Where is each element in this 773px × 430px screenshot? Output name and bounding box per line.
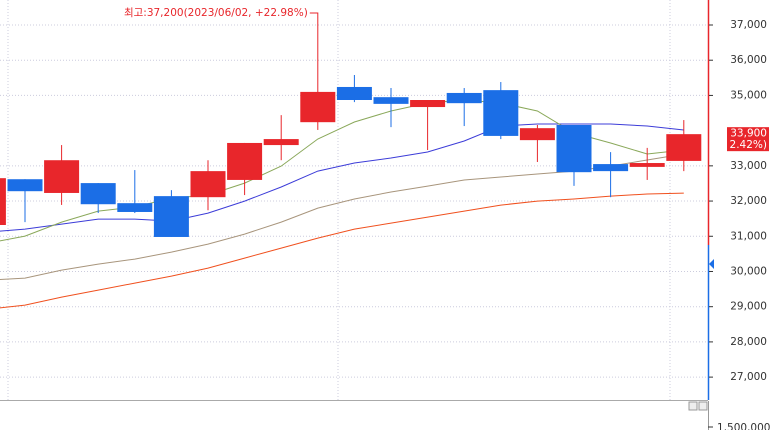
candle-body (556, 125, 592, 173)
candle-body (80, 183, 116, 205)
candle-body (410, 100, 446, 108)
candle-body (44, 160, 80, 193)
pane-button[interactable] (698, 401, 708, 411)
axis-marker (709, 259, 714, 269)
candle-body (227, 142, 263, 180)
candle-body (0, 178, 6, 225)
last-price-box (727, 127, 769, 152)
y-tick-label: 37,000 (730, 19, 767, 31)
y-tick-label: 27,000 (730, 371, 767, 383)
moving-average-line (0, 192, 684, 309)
candle-body (7, 179, 43, 192)
candle-body (666, 134, 702, 161)
y-tick-label: 29,000 (730, 301, 767, 313)
annotation-connector (309, 12, 319, 18)
candle-body (190, 171, 226, 198)
volume-tick-label: 1,500,000 (717, 422, 770, 430)
candle-body (446, 92, 482, 104)
candle-body (300, 91, 336, 123)
y-tick-label: 31,000 (730, 230, 767, 242)
y-tick-label: 28,000 (730, 336, 767, 348)
plot-area (0, 17, 702, 309)
candle-body (629, 163, 665, 167)
candle-body (153, 196, 189, 237)
grid (0, 0, 707, 400)
y-tick-label: 30,000 (730, 265, 767, 277)
y-tick-label: 36,000 (730, 54, 767, 66)
pane-button[interactable] (688, 401, 698, 411)
last-change-label: ( 2.42%) (722, 139, 767, 151)
candle-body (593, 164, 629, 172)
moving-average-line (0, 153, 684, 280)
y-tick-label: 32,000 (730, 195, 767, 207)
candle-body (373, 97, 409, 104)
candle-body (117, 203, 153, 212)
candle-body (483, 90, 519, 136)
candle-body (519, 128, 555, 141)
candle-body (263, 139, 299, 146)
candle-body (336, 86, 372, 100)
y-tick-label: 35,000 (730, 89, 767, 101)
annotation: 최고:37,200(2023/06/02, +22.98%) (124, 7, 308, 19)
y-tick-label: 33,000 (730, 160, 767, 172)
moving-average-line (0, 123, 684, 232)
last-price-label: 33,900 (730, 128, 767, 140)
